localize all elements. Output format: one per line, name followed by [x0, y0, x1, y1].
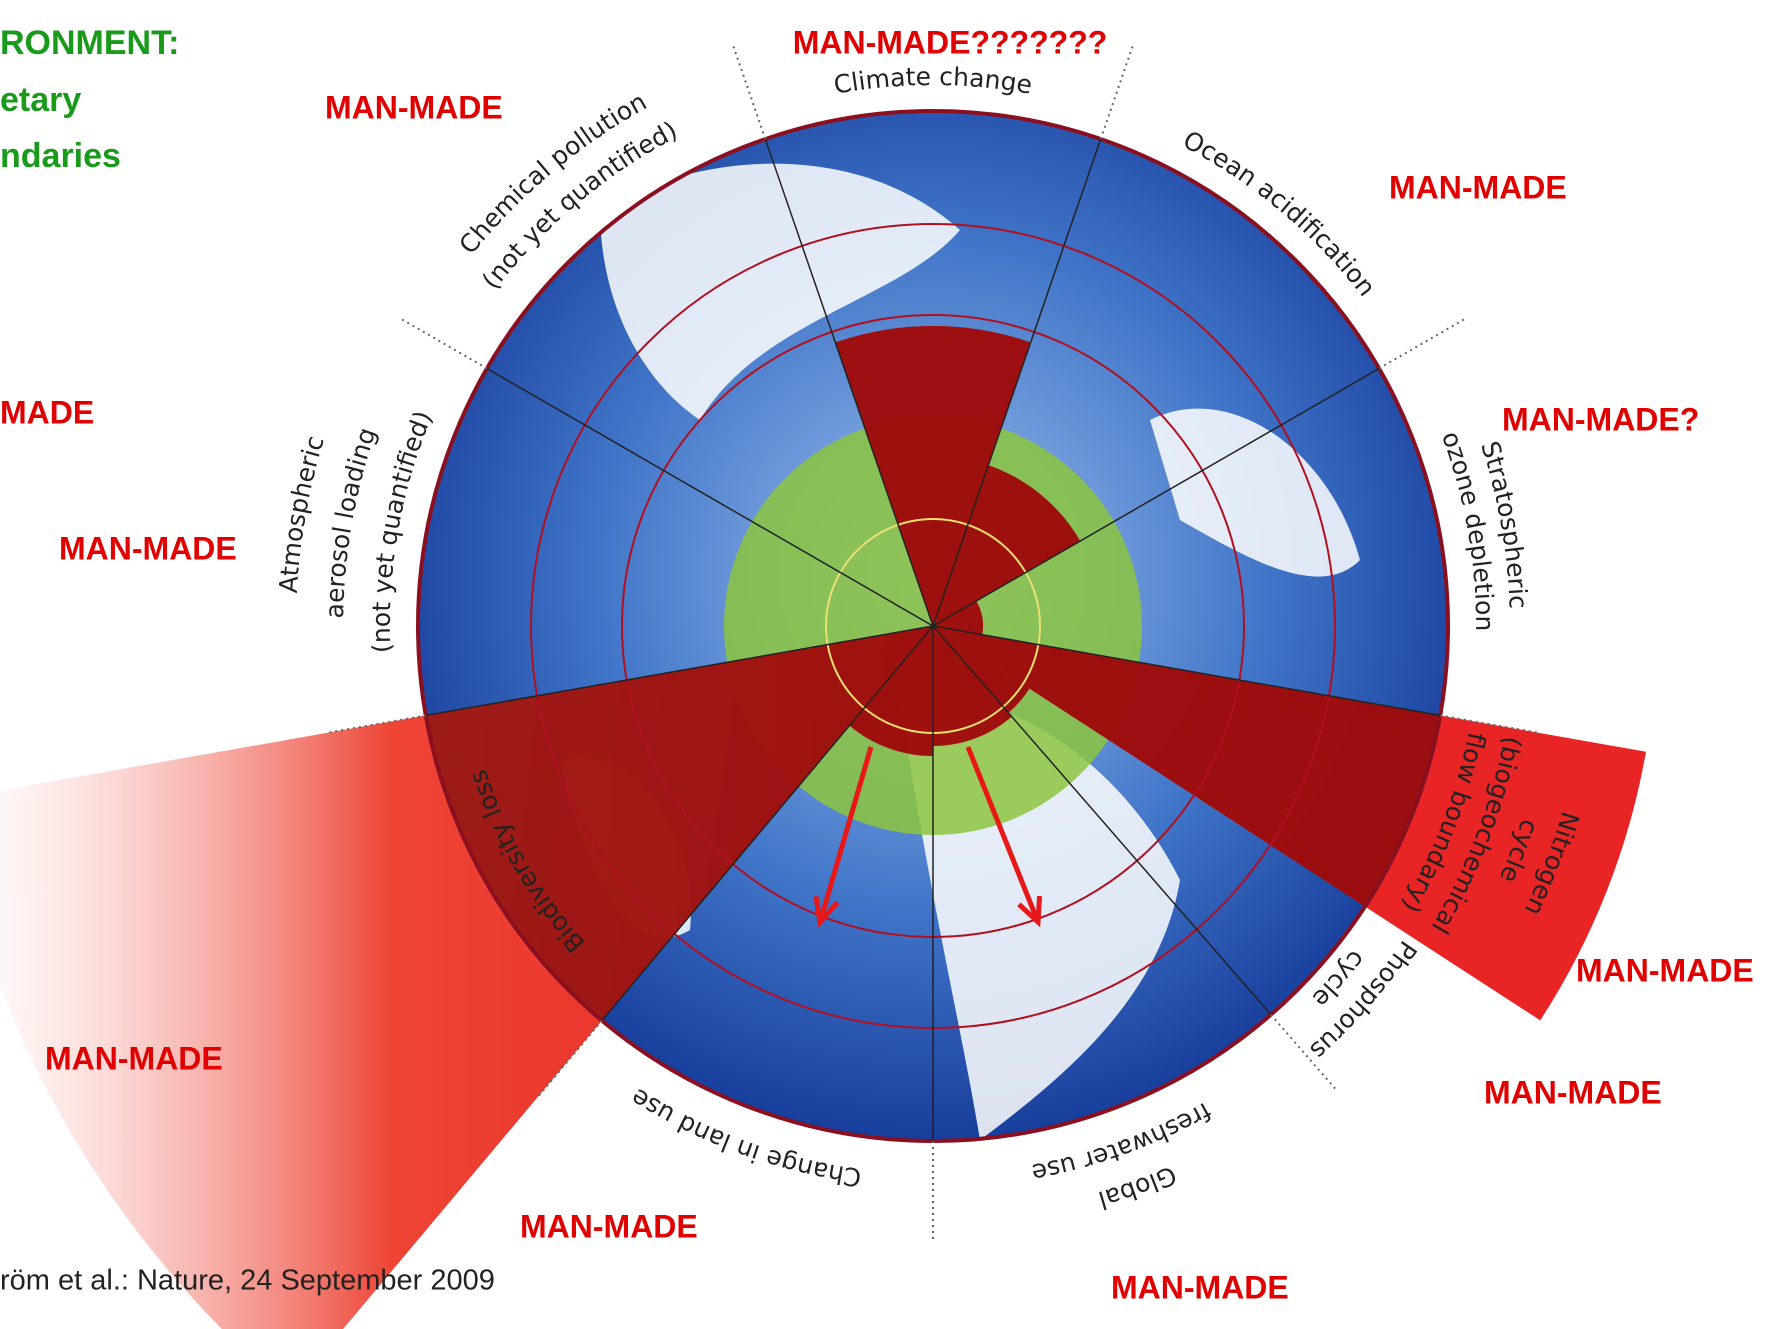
man-made-note: MAN-MADE??????? — [793, 24, 1108, 60]
divider-dotted — [731, 44, 767, 140]
man-made-note: MAN-MADE — [1111, 1269, 1289, 1305]
boundary-wedge-inner — [933, 601, 983, 635]
man-made-note: MAN-MADE? — [1502, 401, 1699, 437]
title-line: ndaries — [0, 137, 121, 175]
citation: röm et al.: Nature, 24 September 2009 — [0, 1265, 495, 1297]
divider — [932, 138, 1102, 627]
segment-label: Climate change — [832, 62, 1035, 100]
divider — [932, 367, 1380, 627]
segment-label: Atmospheric — [274, 432, 330, 593]
man-made-note: MAN-MADE — [59, 530, 237, 566]
arrow-head — [813, 895, 840, 928]
arrow — [965, 746, 1041, 923]
divider — [932, 625, 1441, 717]
man-made-note: MADE — [0, 394, 94, 430]
arrow-head — [1017, 895, 1043, 928]
divider — [932, 625, 1272, 1016]
title-line: RONMENT: — [0, 24, 179, 62]
boundary-wedge-inner — [933, 626, 1441, 907]
segment-label-text: Climate change — [832, 62, 1035, 100]
boundary-wedge-inner — [835, 326, 1031, 626]
boundary-wedge-inner — [849, 626, 933, 756]
divider-dotted — [327, 714, 426, 734]
boundary-wedge-inner — [933, 626, 1030, 713]
inner-shade — [425, 326, 1441, 1021]
man-made-note: MAN-MADE — [325, 89, 503, 125]
man-made-note: MAN-MADE — [520, 1208, 698, 1244]
man-made-note: MAN-MADE — [1389, 169, 1567, 205]
divider — [764, 138, 934, 627]
divider-dotted — [1440, 714, 1539, 734]
divider-dotted — [536, 1019, 603, 1098]
divider-dotted — [1099, 44, 1135, 140]
man-made-note: MAN-MADE — [1484, 1074, 1662, 1110]
arrow — [817, 746, 874, 923]
boundary-wedge-inner — [425, 626, 933, 1021]
boundary-wedge-inner — [933, 465, 1081, 626]
land-mass — [1150, 408, 1360, 577]
divider — [486, 367, 934, 627]
land-mass — [600, 163, 960, 421]
title-line: etary — [0, 81, 81, 119]
divider-dotted — [399, 317, 488, 370]
man-made-note: MAN-MADE — [45, 1040, 223, 1076]
divider-dotted — [1378, 317, 1467, 370]
divider — [601, 625, 934, 1021]
divider — [425, 625, 934, 717]
man-made-note: MAN-MADE — [1576, 952, 1754, 988]
divider-dotted — [1270, 1014, 1338, 1091]
segment-label-text: Atmospheric — [274, 432, 330, 593]
